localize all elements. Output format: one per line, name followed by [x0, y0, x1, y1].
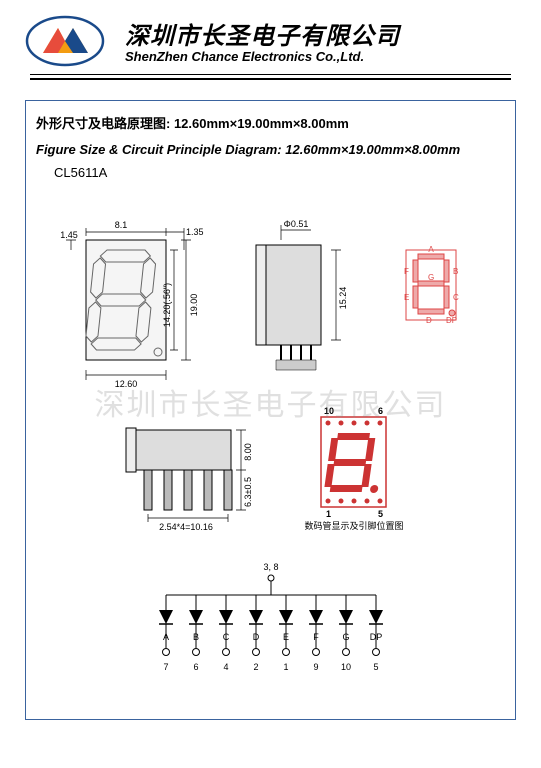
- front-view-diagram: 8.1 1.35 1.45 12.60 19.00 14.20(.56"): [60, 220, 203, 389]
- svg-text:4: 4: [223, 662, 228, 672]
- dim-thickness: Φ0.51: [284, 219, 309, 229]
- circuit-diagram: 3, 8 A7B6C4D2E1F9G10DP5: [159, 562, 383, 672]
- svg-text:2: 2: [253, 662, 258, 672]
- title-en-dims: 12.60mm×19.00mm×8.00mm: [285, 142, 460, 157]
- part-number: CL5611A: [54, 165, 505, 180]
- svg-text:DP: DP: [446, 316, 457, 325]
- header-divider: [30, 78, 511, 80]
- company-name-cn: 深圳市长圣电子有限公司: [125, 16, 521, 51]
- diagrams-area: 8.1 1.35 1.45 12.60 19.00 14.20(.56") Φ0: [36, 190, 505, 710]
- svg-text:D: D: [253, 632, 260, 642]
- common-pins: 3, 8: [263, 562, 278, 572]
- svg-text:7: 7: [163, 662, 168, 672]
- title-cn-dims: 12.60mm×19.00mm×8.00mm: [174, 116, 349, 131]
- diode-C: C4: [219, 595, 233, 672]
- bottom-view-diagram: 8.00 6.3±0.5 2.54*4=10.16: [126, 428, 253, 532]
- dim-depth: 8.00: [243, 443, 253, 461]
- pin-bot-right: 5: [378, 509, 383, 519]
- dim-top-width: 8.1: [115, 220, 128, 230]
- svg-text:DP: DP: [370, 632, 383, 642]
- company-name-en: ShenZhen Chance Electronics Co.,Ltd.: [125, 49, 521, 64]
- dim-chamfer: 1.35: [186, 227, 204, 237]
- company-text: 深圳市长圣电子有限公司 ShenZhen Chance Electronics …: [125, 16, 521, 64]
- svg-text:F: F: [404, 267, 409, 276]
- svg-text:A: A: [163, 632, 169, 642]
- svg-text:G: G: [428, 273, 434, 282]
- title-cn-prefix: 外形尺寸及电路原理图:: [36, 116, 174, 131]
- svg-text:C: C: [453, 293, 459, 302]
- svg-text:5: 5: [373, 662, 378, 672]
- dim-width: 12.60: [115, 379, 138, 389]
- company-logo: [20, 10, 110, 70]
- svg-text:9: 9: [313, 662, 318, 672]
- dim-pin-area: 15.24: [338, 287, 348, 310]
- title-en-prefix: Figure Size & Circuit Principle Diagram:: [36, 142, 285, 157]
- dim-margin: 1.45: [60, 230, 78, 240]
- pin-layout-diagram: 10 6 1 5 数码管显示及引脚位置图: [304, 406, 403, 531]
- svg-text:E: E: [283, 632, 289, 642]
- svg-text:E: E: [404, 293, 409, 302]
- diode-E: E1: [279, 595, 293, 672]
- svg-text:D: D: [426, 316, 432, 325]
- svg-text:A: A: [428, 245, 434, 254]
- svg-text:B: B: [453, 267, 458, 276]
- pin-top-right: 6: [378, 406, 383, 416]
- svg-text:6: 6: [193, 662, 198, 672]
- svg-text:10: 10: [341, 662, 351, 672]
- dim-height: 19.00: [189, 294, 199, 317]
- side-view-diagram: Φ0.51 15.24: [256, 219, 348, 370]
- dim-pin-len: 6.3±0.5: [243, 477, 253, 507]
- diode-D: D2: [249, 595, 263, 672]
- diode-F: F9: [309, 595, 323, 672]
- svg-text:G: G: [342, 632, 349, 642]
- diode-G: G 10: [339, 595, 353, 672]
- spec-box: 外形尺寸及电路原理图: 12.60mm×19.00mm×8.00mm Figur…: [25, 100, 516, 720]
- dim-char-height: 14.20(.56"): [162, 283, 172, 327]
- svg-text:F: F: [313, 632, 319, 642]
- dim-pitch: 2.54*4=10.16: [159, 522, 213, 532]
- pin-top-left: 10: [324, 406, 334, 416]
- diode-B: B6: [189, 595, 203, 672]
- diode-A: A7: [159, 595, 173, 672]
- svg-text:C: C: [223, 632, 230, 642]
- svg-text:B: B: [193, 632, 199, 642]
- diode-DP: DP 5: [369, 595, 383, 672]
- title-cn: 外形尺寸及电路原理图: 12.60mm×19.00mm×8.00mm: [36, 113, 505, 132]
- header: 深圳市长圣电子有限公司 ShenZhen Chance Electronics …: [0, 0, 541, 70]
- title-en: Figure Size & Circuit Principle Diagram:…: [36, 142, 505, 157]
- segment-label-diagram: A B C D E F G DP: [404, 245, 459, 325]
- svg-text:1: 1: [283, 662, 288, 672]
- pin-layout-caption: 数码管显示及引脚位置图: [304, 520, 403, 531]
- pin-bot-left: 1: [326, 509, 331, 519]
